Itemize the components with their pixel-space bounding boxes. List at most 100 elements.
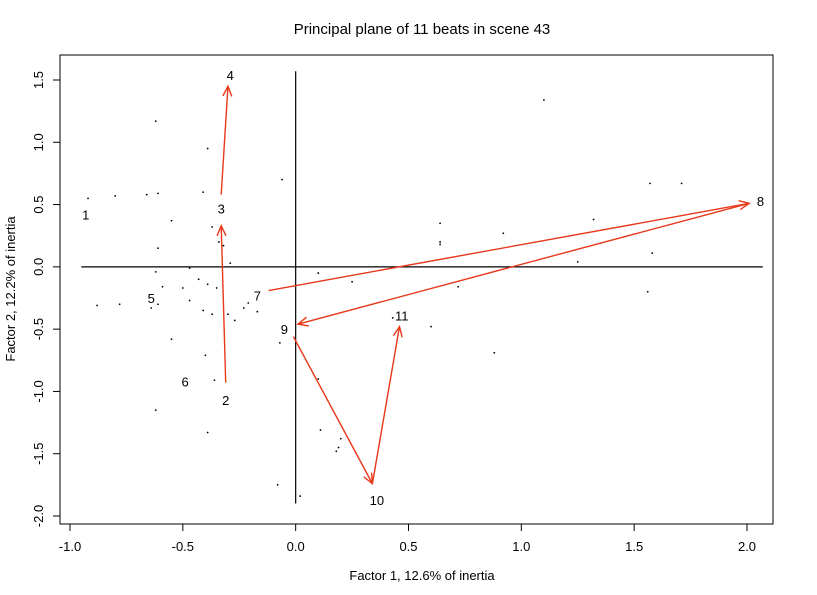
x-tick-label: 1.0: [512, 539, 530, 554]
y-axis-title: Factor 2, 12.2% of inertia: [3, 216, 18, 362]
data-point: [188, 299, 191, 302]
data-point: [118, 303, 121, 306]
data-point: [337, 446, 340, 449]
data-point: [206, 431, 209, 434]
y-tick-label: 0.0: [31, 258, 46, 276]
data-point: [211, 226, 214, 228]
beat-label-11: 11: [395, 308, 409, 323]
data-point: [215, 287, 218, 289]
data-point: [170, 219, 173, 222]
data-point: [247, 302, 250, 304]
data-point: [576, 260, 579, 263]
y-tick-label: 1.0: [31, 133, 46, 151]
chart-title: Principal plane of 11 beats in scene 43: [294, 21, 551, 38]
y-tick-label: 0.5: [31, 196, 46, 214]
beat-label-7: 7: [254, 289, 261, 304]
arrow-3-to-4: [220, 84, 233, 195]
x-tick-label: 0.5: [399, 539, 417, 554]
data-point: [197, 278, 200, 281]
data-point: [439, 243, 441, 246]
beat-label-8: 8: [757, 194, 764, 209]
data-point: [391, 317, 394, 319]
beat-label-2: 2: [222, 393, 229, 408]
data-point: [181, 287, 184, 289]
arrow-7-to-8: [268, 200, 751, 292]
data-point: [649, 182, 651, 185]
data-point: [229, 262, 232, 265]
data-point: [206, 147, 209, 150]
data-point: [439, 222, 441, 225]
x-tick-label: 1.5: [625, 539, 643, 554]
x-tick-label: 2.0: [738, 539, 756, 554]
data-point: [256, 310, 259, 313]
beat-label-1: 1: [82, 208, 89, 223]
data-point: [680, 182, 683, 185]
data-point: [278, 341, 281, 344]
data-point: [87, 197, 89, 200]
data-point: [233, 319, 236, 322]
data-point: [319, 429, 322, 431]
data-point: [317, 272, 320, 274]
y-tick-label: -0.5: [31, 318, 46, 340]
beat-label-3: 3: [218, 201, 225, 216]
data-point: [592, 218, 595, 221]
data-point: [351, 280, 353, 283]
data-point: [317, 378, 320, 380]
data-point: [157, 247, 159, 250]
trajectory-arrows: [216, 84, 751, 486]
arrow-9-to-10: [292, 336, 374, 486]
data-point: [543, 99, 545, 101]
point-cloud: [87, 99, 683, 497]
x-axis: -1.0 -0.5 0.0 0.5 1.0 1.5 2.0: [59, 523, 756, 554]
x-tick-label: 0.0: [287, 539, 305, 554]
data-point: [154, 270, 157, 273]
data-point: [157, 192, 159, 195]
data-point: [157, 303, 159, 306]
data-point: [281, 178, 284, 181]
data-point: [646, 290, 649, 293]
data-point: [213, 379, 216, 382]
data-point: [170, 338, 173, 341]
data-point: [154, 409, 157, 412]
beat-label-9: 9: [281, 322, 288, 337]
data-point: [242, 307, 245, 309]
beat-label-6: 6: [181, 374, 188, 389]
data-point: [202, 191, 205, 194]
data-point: [150, 307, 153, 309]
data-point: [430, 325, 432, 328]
data-point: [204, 354, 207, 357]
data-point: [457, 285, 460, 288]
plot-frame: [59, 54, 774, 525]
data-point: [161, 285, 164, 288]
data-point: [276, 483, 279, 486]
y-tick-label: -1.5: [31, 443, 46, 465]
beat-label-5: 5: [148, 291, 155, 306]
data-point: [493, 351, 496, 354]
arrow-2-to-3: [216, 224, 227, 383]
data-point: [145, 193, 148, 196]
y-tick-label: -1.0: [31, 380, 46, 402]
data-point: [96, 304, 98, 307]
data-point: [439, 241, 441, 243]
x-axis-title: Factor 1, 12.6% of inertia: [349, 568, 495, 583]
data-point: [222, 244, 225, 247]
y-tick-label: 1.5: [31, 71, 46, 89]
arrow-10-to-11: [371, 324, 403, 484]
data-point: [218, 241, 220, 243]
data-point: [299, 495, 302, 497]
data-point: [651, 252, 654, 255]
beat-labels: 1 2 3 4 5 6 7 8 9 10 11: [82, 68, 764, 508]
data-point: [154, 120, 157, 123]
arrow-8-to-9: [296, 202, 750, 327]
x-tick-label: -1.0: [59, 539, 81, 554]
y-tick-label: -2.0: [31, 505, 46, 527]
data-point: [211, 313, 214, 316]
beat-label-4: 4: [227, 68, 234, 83]
data-point: [335, 450, 338, 453]
reference-lines: [81, 71, 763, 504]
data-point: [202, 309, 205, 312]
data-point: [502, 232, 505, 235]
beat-label-10: 10: [370, 493, 384, 508]
data-point: [206, 283, 209, 286]
